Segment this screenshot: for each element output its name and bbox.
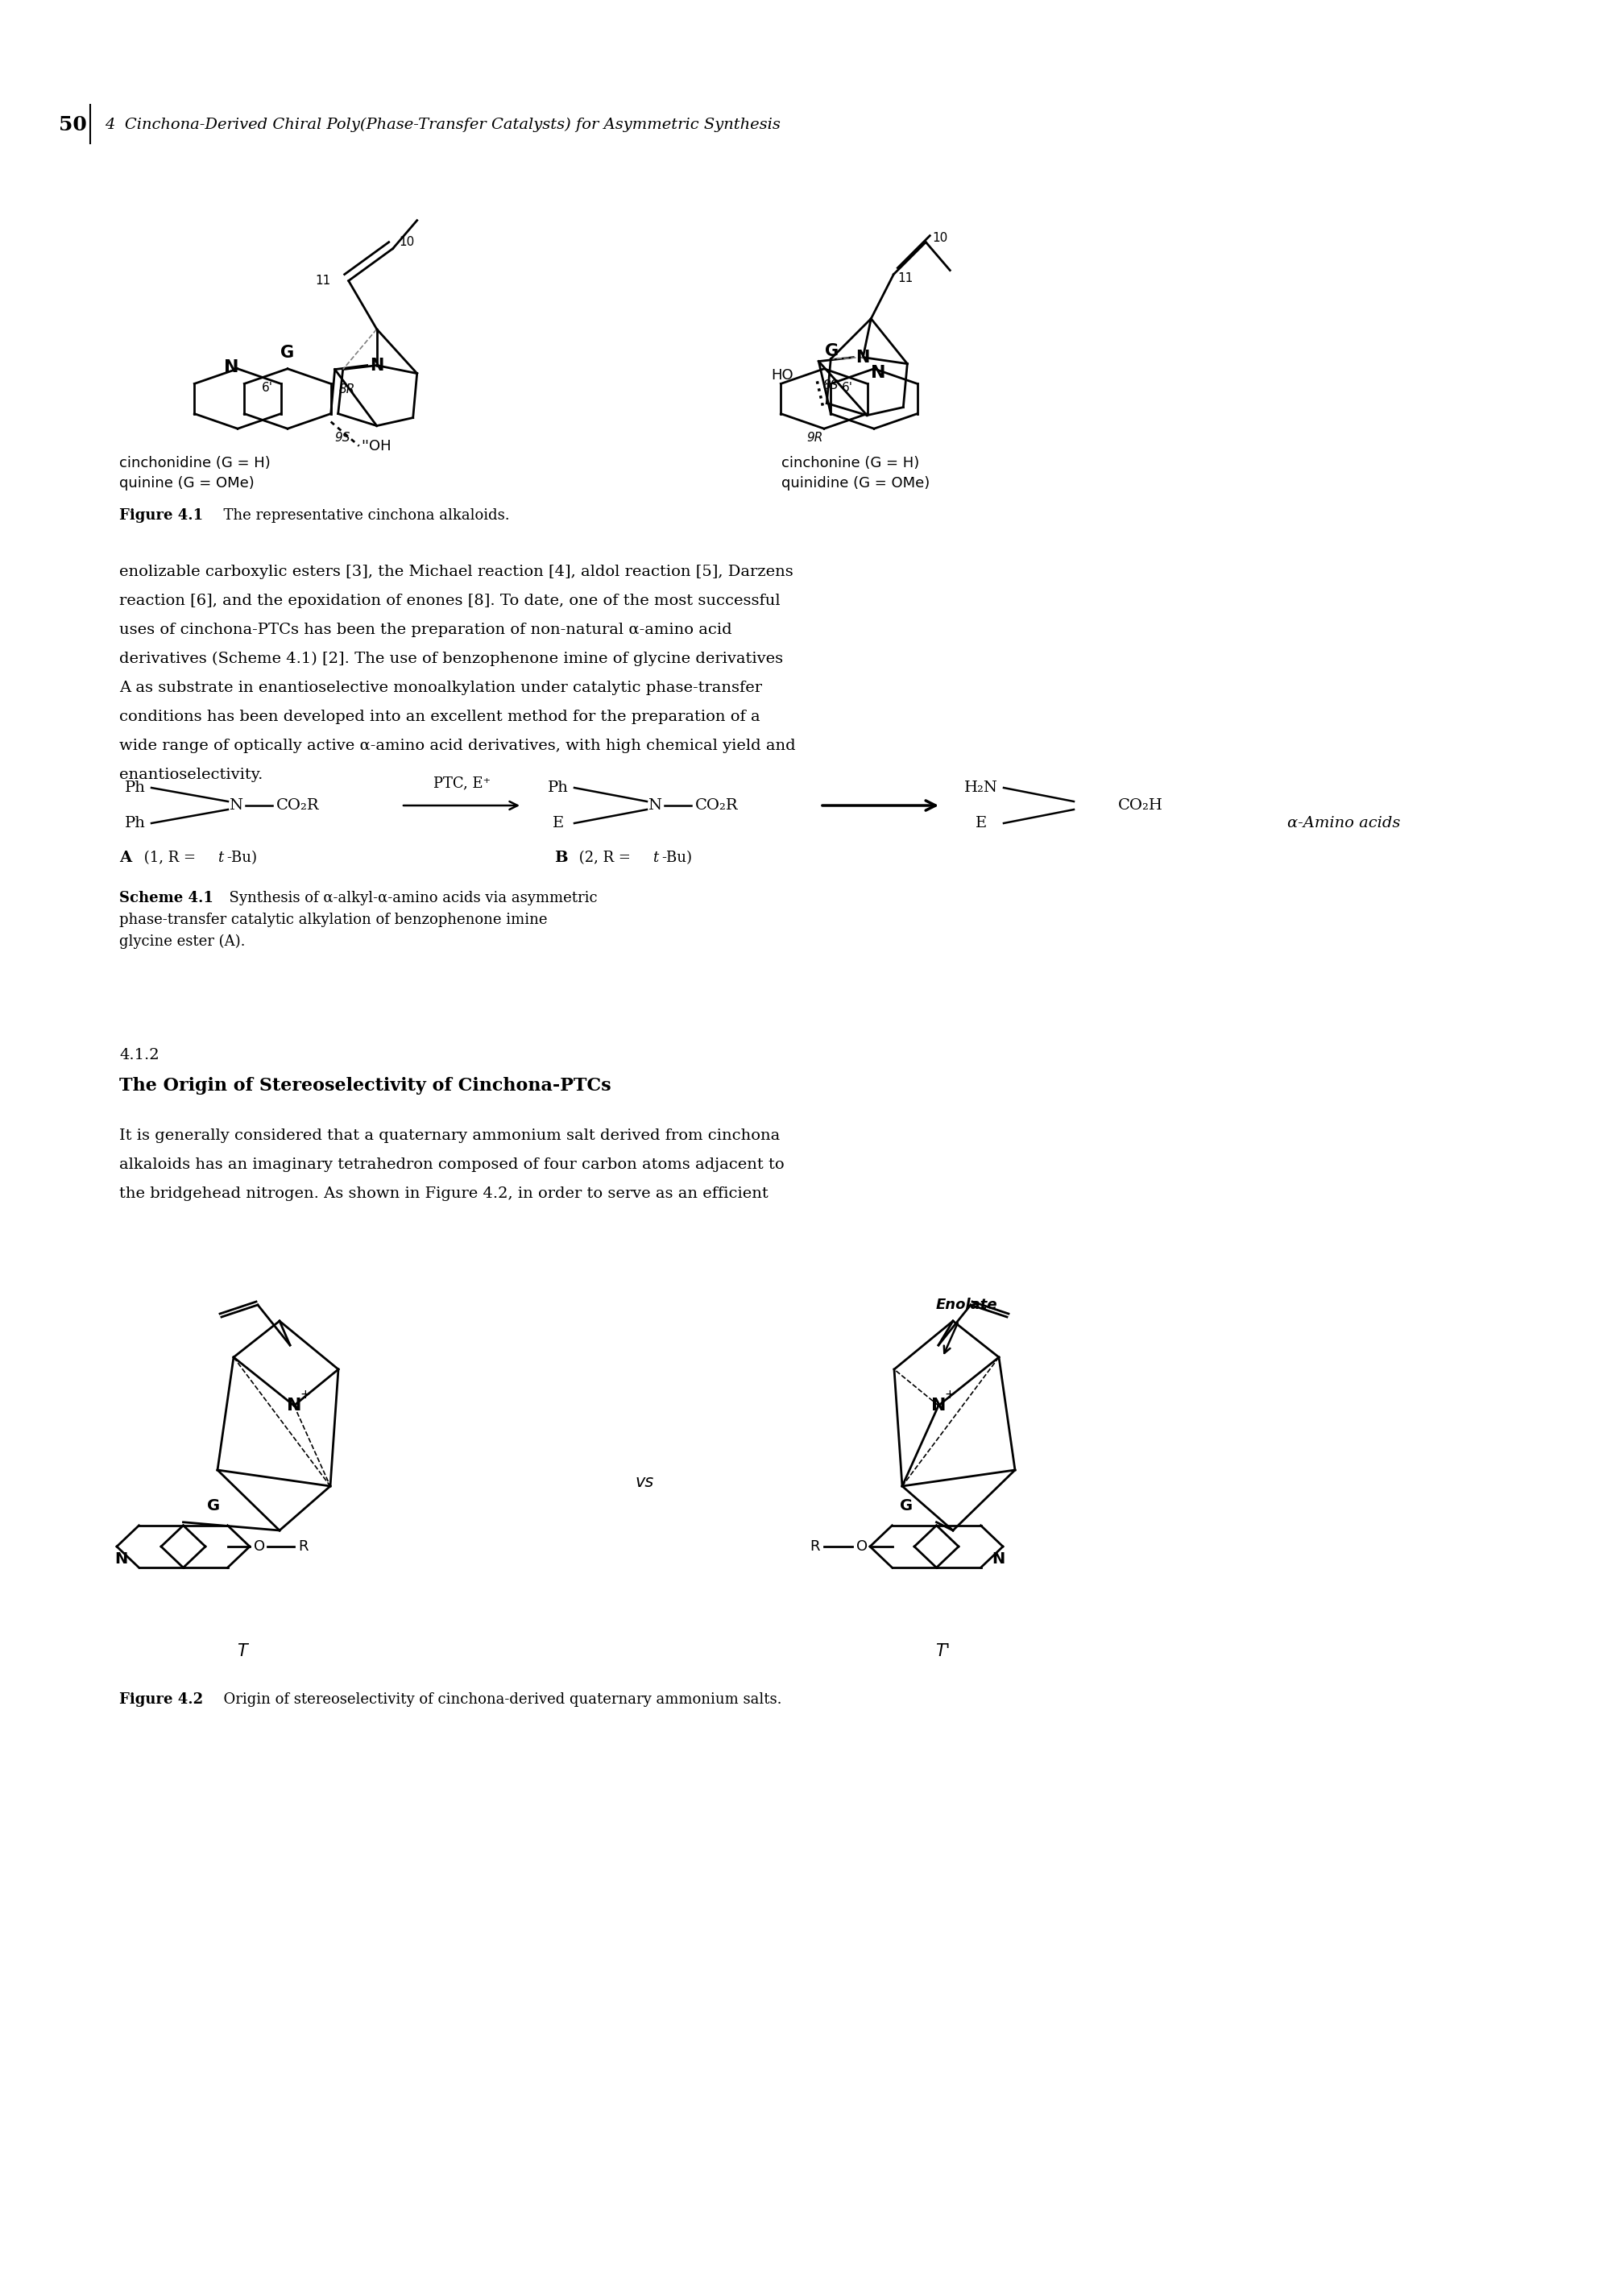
Text: 8S: 8S	[823, 380, 838, 392]
Text: (2, R =: (2, R =	[575, 850, 635, 866]
Text: CO₂H: CO₂H	[1117, 799, 1163, 813]
Text: wide range of optically active α-amino acid derivatives, with high chemical yiel: wide range of optically active α-amino a…	[119, 740, 796, 753]
Text: E: E	[552, 815, 564, 831]
Text: cinchonine (G = H): cinchonine (G = H)	[781, 456, 919, 469]
Text: 9R: 9R	[806, 433, 823, 444]
Text: N: N	[856, 350, 870, 366]
Text: N: N	[286, 1397, 302, 1413]
Text: 4  Cinchona-Derived Chiral Poly(Phase-Transfer Catalysts) for Asymmetric Synthes: 4 Cinchona-Derived Chiral Poly(Phase-Tra…	[104, 117, 781, 133]
Text: 10: 10	[400, 236, 414, 247]
Text: t: t	[218, 850, 224, 866]
Text: -Bu): -Bu)	[226, 850, 257, 866]
Text: vs: vs	[635, 1475, 654, 1491]
Text: quinine (G = OMe): quinine (G = OMe)	[119, 476, 255, 490]
Text: N: N	[870, 364, 885, 380]
Text: 50: 50	[58, 115, 86, 135]
Text: Ph: Ph	[547, 781, 568, 795]
Text: G: G	[825, 344, 840, 360]
Text: O: O	[856, 1539, 867, 1555]
Text: B: B	[554, 850, 568, 866]
Text: quinidine (G = OMe): quinidine (G = OMe)	[781, 476, 931, 490]
Text: N: N	[229, 799, 244, 813]
Text: The Origin of Stereoselectivity of Cinchona-PTCs: The Origin of Stereoselectivity of Cinch…	[119, 1076, 611, 1095]
Text: t: t	[653, 850, 658, 866]
Text: cinchonidine (G = H): cinchonidine (G = H)	[119, 456, 271, 469]
Text: N: N	[224, 360, 239, 376]
Text: Enolate: Enolate	[935, 1298, 997, 1312]
Text: 8R: 8R	[339, 382, 356, 396]
Text: G: G	[281, 344, 294, 362]
Text: Ph: Ph	[125, 781, 146, 795]
Text: 11: 11	[315, 275, 331, 286]
Text: +: +	[300, 1388, 310, 1401]
Text: reaction [6], and the epoxidation of enones [8]. To date, one of the most succes: reaction [6], and the epoxidation of eno…	[119, 593, 780, 609]
Text: Figure 4.1: Figure 4.1	[119, 508, 203, 522]
Text: T': T'	[935, 1644, 950, 1660]
Text: ''OH: ''OH	[362, 440, 391, 453]
Text: N: N	[115, 1550, 128, 1566]
Text: +: +	[945, 1388, 955, 1401]
Text: Scheme 4.1: Scheme 4.1	[119, 891, 213, 905]
Text: (1, R =: (1, R =	[140, 850, 200, 866]
Text: Origin of stereoselectivity of cinchona-derived quaternary ammonium salts.: Origin of stereoselectivity of cinchona-…	[214, 1692, 781, 1706]
Text: T: T	[237, 1644, 247, 1660]
Text: alkaloids has an imaginary tetrahedron composed of four carbon atoms adjacent to: alkaloids has an imaginary tetrahedron c…	[119, 1156, 784, 1172]
Text: O: O	[253, 1539, 265, 1555]
Text: CO₂R: CO₂R	[695, 799, 739, 813]
Text: enolizable carboxylic esters [3], the Michael reaction [4], aldol reaction [5], : enolizable carboxylic esters [3], the Mi…	[119, 566, 793, 579]
Text: E: E	[976, 815, 987, 831]
Text: glycine ester (A).: glycine ester (A).	[119, 934, 245, 948]
Text: phase-transfer catalytic alkylation of benzophenone imine: phase-transfer catalytic alkylation of b…	[119, 914, 547, 927]
Text: N: N	[931, 1397, 945, 1413]
Text: G: G	[900, 1498, 913, 1514]
Text: R: R	[299, 1539, 309, 1555]
Text: G: G	[206, 1498, 219, 1514]
Text: It is generally considered that a quaternary ammonium salt derived from cinchona: It is generally considered that a quater…	[119, 1129, 780, 1143]
Text: CO₂R: CO₂R	[276, 799, 320, 813]
Text: 10: 10	[932, 231, 948, 245]
Text: 9S: 9S	[335, 433, 351, 444]
Text: A: A	[119, 850, 132, 866]
Text: -Bu): -Bu)	[661, 850, 692, 866]
Text: 11: 11	[898, 273, 913, 284]
Text: The representative cinchona alkaloids.: The representative cinchona alkaloids.	[214, 508, 510, 522]
Text: α-Amino acids: α-Amino acids	[1288, 815, 1400, 831]
Text: 6': 6'	[261, 382, 273, 394]
Text: HO: HO	[771, 369, 794, 382]
Text: 6': 6'	[841, 382, 853, 394]
Text: N: N	[648, 799, 661, 813]
Text: uses of cinchona-PTCs has been the preparation of non-natural α-amino acid: uses of cinchona-PTCs has been the prepa…	[119, 623, 732, 637]
Text: conditions has been developed into an excellent method for the preparation of a: conditions has been developed into an ex…	[119, 710, 760, 724]
Text: Ph: Ph	[125, 815, 146, 831]
Text: 4.1.2: 4.1.2	[119, 1049, 159, 1063]
Text: A as substrate in enantioselective monoalkylation under catalytic phase-transfer: A as substrate in enantioselective monoa…	[119, 680, 762, 696]
Text: H₂N: H₂N	[965, 781, 999, 795]
Text: Synthesis of α-alkyl-α-amino acids via asymmetric: Synthesis of α-alkyl-α-amino acids via a…	[219, 891, 598, 905]
Text: derivatives (Scheme 4.1) [2]. The use of benzophenone imine of glycine derivativ: derivatives (Scheme 4.1) [2]. The use of…	[119, 653, 783, 666]
Text: enantioselectivity.: enantioselectivity.	[119, 767, 263, 783]
Text: N: N	[992, 1550, 1005, 1566]
Text: Figure 4.2: Figure 4.2	[119, 1692, 203, 1706]
Text: N: N	[370, 357, 383, 373]
Text: PTC, E⁺: PTC, E⁺	[434, 776, 490, 790]
Text: the bridgehead nitrogen. As shown in Figure 4.2, in order to serve as an efficie: the bridgehead nitrogen. As shown in Fig…	[119, 1186, 768, 1200]
Text: R: R	[810, 1539, 820, 1555]
